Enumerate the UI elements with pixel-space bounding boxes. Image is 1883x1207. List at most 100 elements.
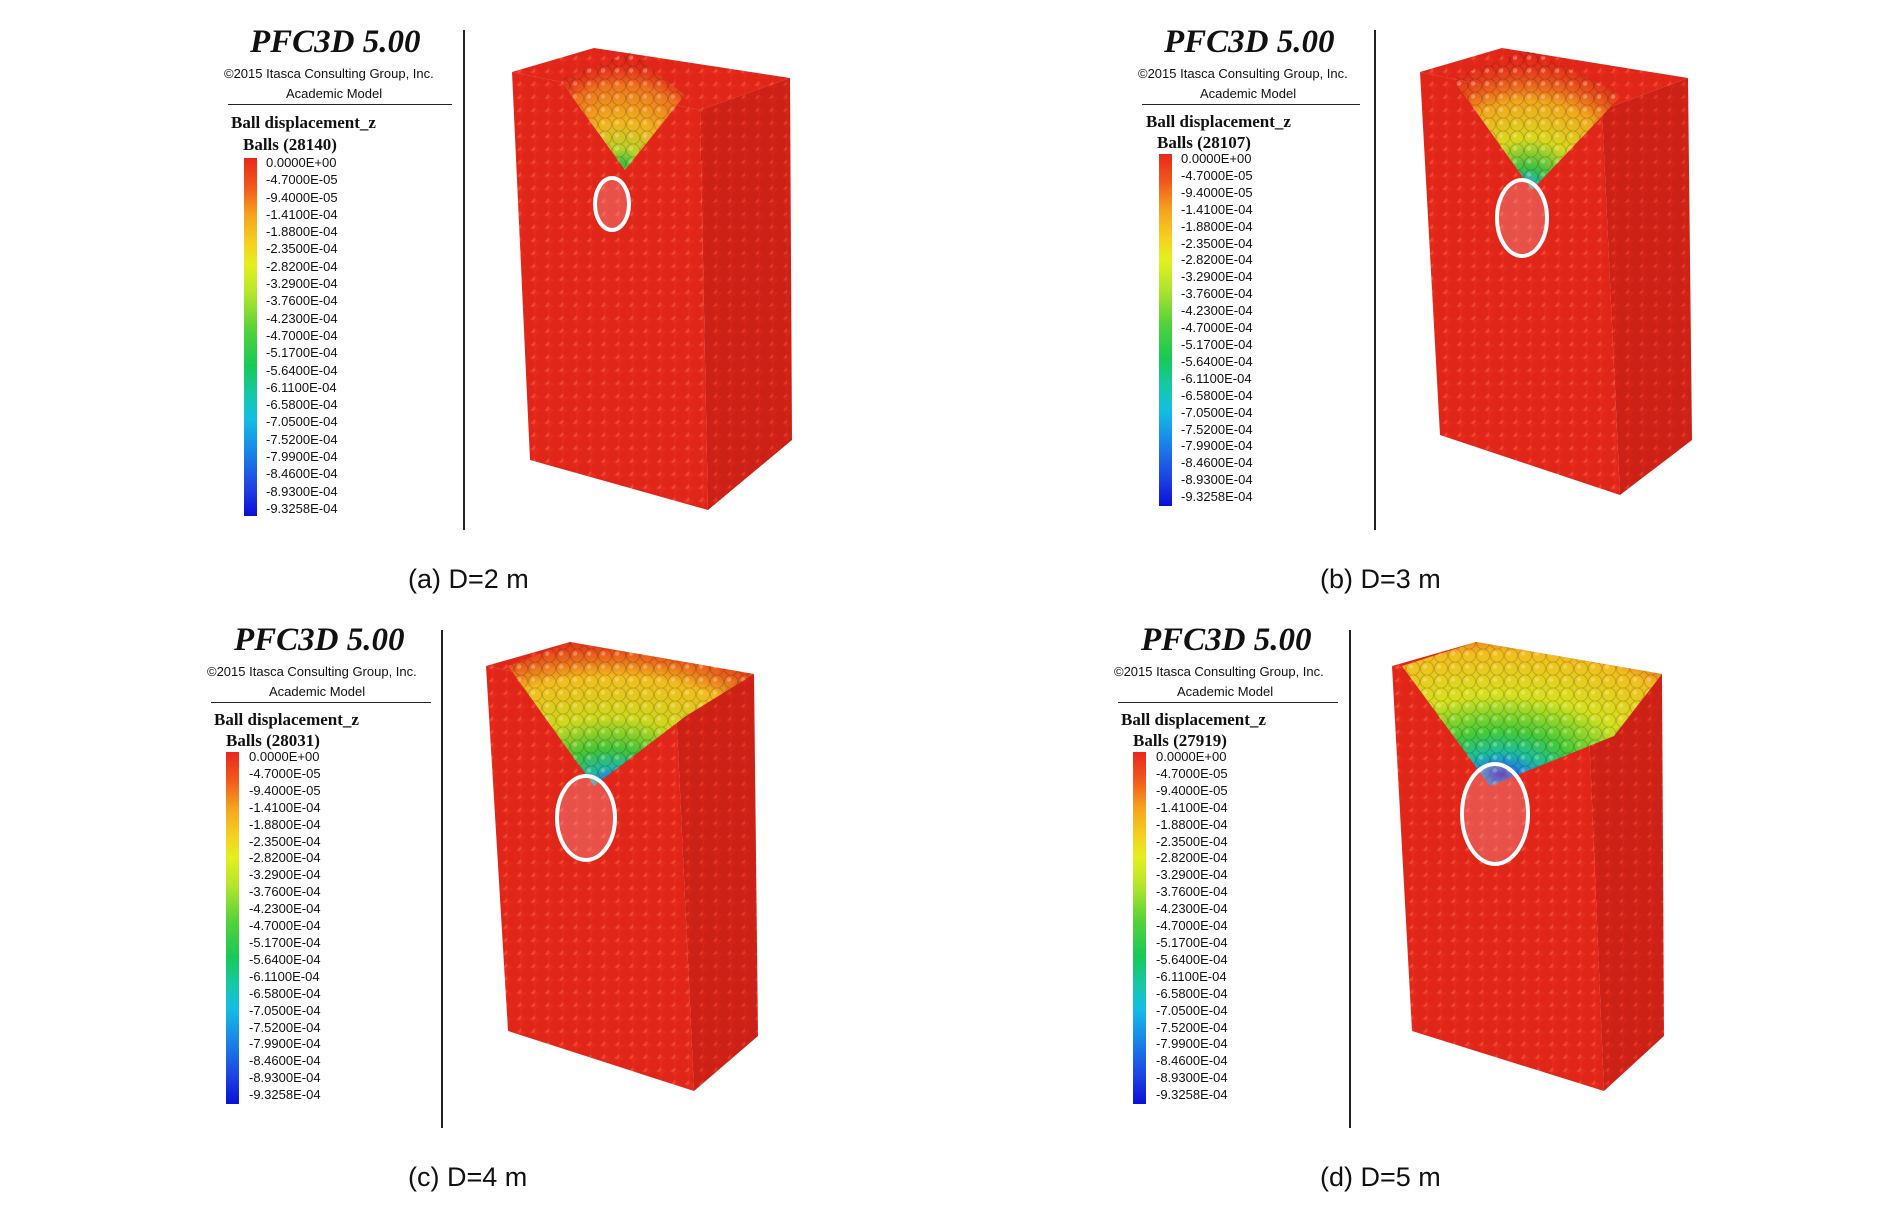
legend-tick-label: -3.7600E-04: [1156, 884, 1228, 900]
legend-tick-label: -9.4000E-05: [249, 782, 321, 798]
header-divider: [228, 104, 452, 105]
legend-tick-label: -8.4600E-04: [266, 466, 338, 482]
legend-tick-label: -8.4600E-04: [249, 1053, 321, 1069]
cavity-highlight: [555, 774, 617, 862]
legend-tick-label: -7.5200E-04: [266, 431, 338, 447]
legend-tick-label: -4.2300E-04: [266, 310, 338, 326]
displacement-plume: [1402, 642, 1662, 786]
legend-tick-label: -6.5800E-04: [1181, 387, 1253, 403]
ball-count: Balls (27919): [1133, 731, 1227, 750]
legend-tick-label: -1.8800E-04: [1181, 218, 1253, 234]
panel-caption: (a) D=2 m: [408, 564, 529, 594]
legend-tick-labels: 0.0000E+00 -4.7000E-05 -9.4000E-05 -1.4100E…: [1156, 749, 1228, 1104]
legend-tick-label: -3.2900E-04: [266, 276, 338, 292]
legend-tick-label: -8.4600E-04: [1156, 1053, 1228, 1069]
legend-tick-label: -4.2300E-04: [1156, 901, 1228, 917]
legend-tick-label: -3.2900E-04: [1156, 867, 1228, 883]
ball-count: Balls (28107): [1157, 133, 1251, 152]
legend-tick-label: -9.4000E-05: [266, 189, 338, 205]
software-title: PFC3D 5.00: [1141, 622, 1312, 658]
legend-tick-label: -7.9900E-04: [1181, 438, 1253, 454]
legend-tick-label: -9.3258E-04: [1181, 489, 1253, 505]
legend-tick-label: -8.4600E-04: [1181, 455, 1253, 471]
legend-tick-labels: 0.0000E+00 -4.7000E-05 -9.4000E-05 -1.4100E…: [266, 154, 338, 517]
color-scale-bar: [1159, 154, 1172, 506]
cavity-highlight: [593, 176, 631, 232]
legend-tick-label: -2.8200E-04: [1181, 252, 1253, 268]
legend-tick-label: -9.4000E-05: [1156, 782, 1228, 798]
copyright: ©2015 Itasca Consulting Group, Inc.: [207, 664, 417, 679]
legend-tick-label: -6.1100E-04: [1156, 968, 1227, 984]
software-title: PFC3D 5.00: [250, 24, 421, 60]
model-label: Academic Model: [269, 684, 366, 699]
legend-tick-label: -4.7000E-05: [1181, 167, 1253, 183]
header-divider: [211, 702, 431, 703]
legend-tick-label: -5.6400E-04: [1181, 353, 1253, 369]
ball-model-3d: [486, 642, 758, 1091]
legend-tick-label: -8.9300E-04: [266, 483, 338, 499]
color-scale-bar: [244, 158, 257, 516]
ball-model-3d: [512, 48, 792, 510]
model-label: Academic Model: [286, 86, 383, 101]
legend-tick-label: -4.7000E-04: [1156, 918, 1228, 934]
legend-tick-label: -9.3258E-04: [266, 500, 338, 516]
legend-tick-label: -8.9300E-04: [1181, 472, 1253, 488]
model-label: Academic Model: [1200, 86, 1297, 101]
legend-tick-label: -7.5200E-04: [249, 1019, 321, 1035]
legend-separator: [463, 30, 465, 530]
legend-tick-label: -2.8200E-04: [249, 850, 321, 866]
legend-tick-labels: 0.0000E+00 -4.7000E-05 -9.4000E-05 -1.4100E…: [1181, 151, 1253, 506]
legend-tick-label: -6.5800E-04: [266, 397, 338, 413]
legend-separator: [1374, 30, 1376, 530]
legend-tick-label: -1.4100E-04: [266, 206, 338, 222]
legend-tick-label: 0.0000E+00: [1156, 749, 1227, 764]
legend-tick-label: -4.2300E-04: [1181, 303, 1253, 319]
legend-tick-label: -2.3500E-04: [266, 241, 338, 257]
software-title: PFC3D 5.00: [1164, 24, 1335, 60]
ball-model-3d: [1420, 48, 1692, 495]
legend-tick-label: -8.9300E-04: [249, 1070, 321, 1086]
model-label: Academic Model: [1177, 684, 1274, 699]
software-title: PFC3D 5.00: [234, 622, 405, 658]
cavity-highlight: [1495, 178, 1549, 258]
color-scale-bar: [1133, 752, 1146, 1104]
legend-tick-label: -6.1100E-04: [1181, 370, 1252, 386]
legend-tick-label: -6.1100E-04: [249, 968, 320, 984]
legend-tick-label: -9.3258E-04: [249, 1087, 321, 1103]
legend-separator: [1349, 630, 1351, 1128]
copyright: ©2015 Itasca Consulting Group, Inc.: [1138, 66, 1348, 81]
copyright: ©2015 Itasca Consulting Group, Inc.: [224, 66, 434, 81]
ball-count: Balls (28031): [226, 731, 320, 750]
panel-caption: (d) D=5 m: [1320, 1162, 1441, 1192]
legend-tick-label: -3.7600E-04: [249, 884, 321, 900]
legend-tick-label: -4.7000E-05: [1156, 765, 1228, 781]
legend-tick-label: 0.0000E+00: [249, 749, 320, 764]
legend-tick-label: -7.9900E-04: [249, 1036, 321, 1052]
quantity-label: Ball displacement_z: [231, 113, 376, 132]
displacement-plume: [1452, 50, 1622, 190]
legend-tick-label: -1.8800E-04: [249, 816, 321, 832]
legend-tick-label: -7.0500E-04: [249, 1002, 321, 1018]
legend-tick-label: -5.6400E-04: [249, 951, 321, 967]
legend-tick-label: -4.7000E-04: [1181, 320, 1253, 336]
legend-tick-label: -5.6400E-04: [266, 362, 338, 378]
legend-tick-label: -7.0500E-04: [1181, 404, 1253, 420]
legend-tick-label: -4.7000E-04: [266, 327, 338, 343]
legend-tick-label: -5.1700E-04: [1156, 934, 1228, 950]
legend-tick-label: -6.5800E-04: [1156, 985, 1228, 1001]
legend-tick-label: -4.2300E-04: [249, 901, 321, 917]
legend-tick-label: -4.7000E-04: [249, 918, 321, 934]
displacement-plume: [560, 52, 685, 170]
legend-tick-label: -7.0500E-04: [266, 414, 338, 430]
legend-tick-label: -9.4000E-05: [1181, 184, 1253, 200]
color-scale-bar: [226, 752, 239, 1104]
legend-tick-labels: 0.0000E+00 -4.7000E-05 -9.4000E-05 -1.4100E…: [249, 749, 321, 1104]
panel-caption: (c) D=4 m: [408, 1162, 528, 1192]
legend-tick-label: -3.7600E-04: [266, 293, 338, 309]
ball-count: Balls (28140): [243, 135, 337, 154]
legend-tick-label: 0.0000E+00: [1181, 151, 1252, 166]
legend-tick-label: -7.0500E-04: [1156, 1002, 1228, 1018]
legend-tick-label: -4.7000E-05: [249, 765, 321, 781]
legend-tick-label: -4.7000E-05: [266, 172, 338, 188]
legend-tick-label: -3.7600E-04: [1181, 286, 1253, 302]
